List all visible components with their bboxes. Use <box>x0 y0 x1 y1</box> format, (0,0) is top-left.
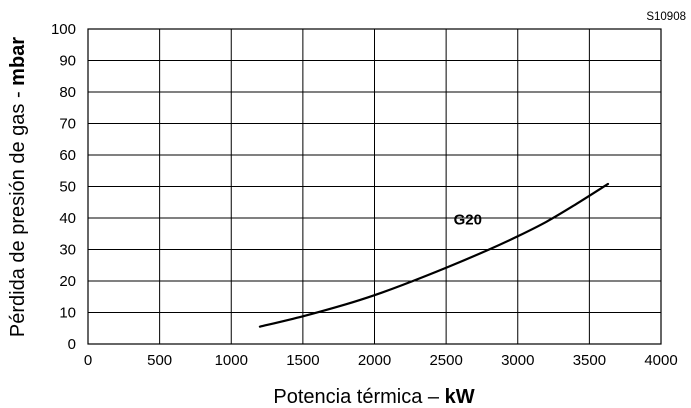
y-tick-label: 90 <box>59 53 76 70</box>
y-tick-label: 10 <box>59 305 76 322</box>
grid <box>87 28 662 345</box>
y-axis-unit: mbar <box>7 37 29 86</box>
y-tick-label: 50 <box>59 179 76 196</box>
series-label: G20 <box>454 211 482 228</box>
x-tick-label: 4000 <box>644 352 677 369</box>
y-tick-label: 70 <box>59 116 76 133</box>
x-tick-label: 1500 <box>286 352 319 369</box>
y-axis-title-text: Pérdida de presión de gas - <box>7 86 29 337</box>
figure-code: S10908 <box>646 11 686 23</box>
series-group: G20 <box>258 182 610 328</box>
y-tick-labels: 0 10 20 30 40 50 60 70 80 90 100 <box>51 21 76 353</box>
x-tick-label: 0 <box>84 352 92 369</box>
x-axis-title: Potencia térmica – kW <box>273 386 474 408</box>
x-tick-label: 1000 <box>215 352 248 369</box>
y-tick-label: 30 <box>59 242 76 259</box>
y-tick-label: 40 <box>59 210 76 227</box>
y-tick-label: 60 <box>59 147 76 164</box>
x-axis-title-text: Potencia térmica – <box>273 386 444 408</box>
y-tick-label: 100 <box>51 21 76 38</box>
series-line-g20 <box>258 182 610 328</box>
x-tick-labels: 0 500 1000 1500 2000 2500 3000 3500 4000 <box>84 352 678 369</box>
x-tick-label: 3000 <box>501 352 534 369</box>
y-axis-title: Pérdida de presión de gas - mbar <box>7 37 29 337</box>
x-tick-label: 2500 <box>429 352 462 369</box>
x-axis-unit: kW <box>445 386 475 408</box>
x-tick-label: 2000 <box>358 352 391 369</box>
plot-frame <box>87 28 662 345</box>
x-tick-label: 3500 <box>573 352 606 369</box>
y-tick-label: 0 <box>68 336 76 353</box>
y-tick-label: 20 <box>59 273 76 290</box>
y-tick-label: 80 <box>59 84 76 101</box>
x-tick-label: 500 <box>147 352 172 369</box>
